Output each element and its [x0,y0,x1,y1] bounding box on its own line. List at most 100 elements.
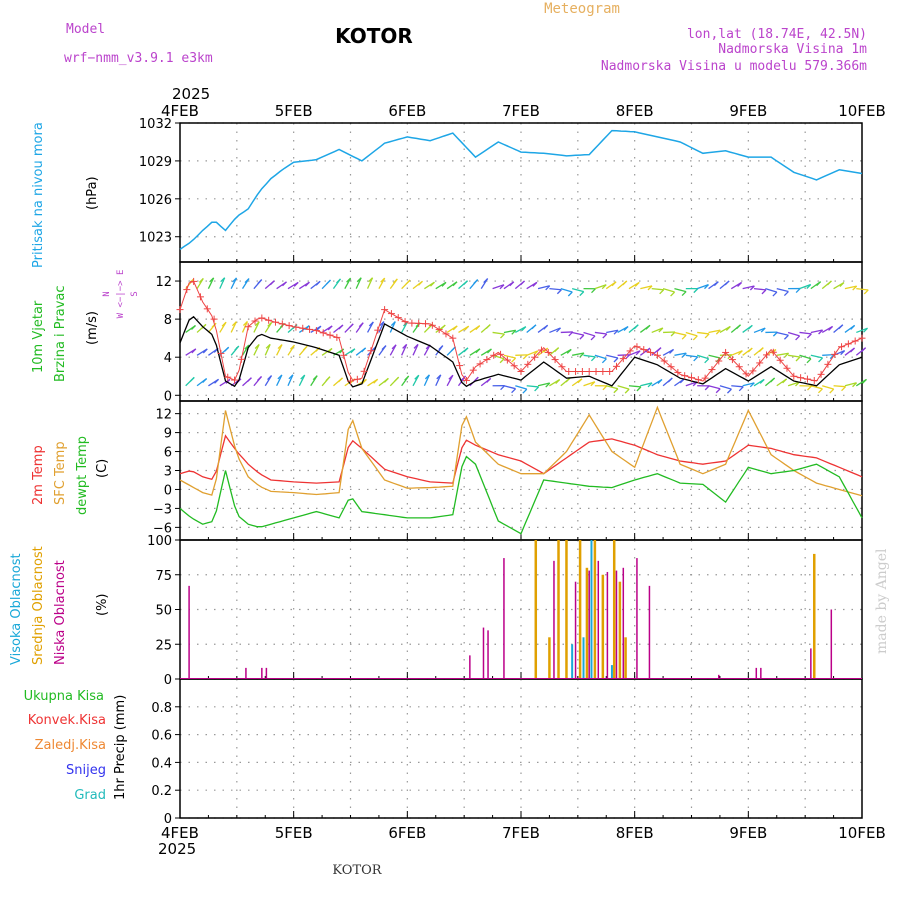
precip-legend-conv: Konvek.Kisa [28,713,106,728]
wind-barb [782,378,788,384]
wind-barb [244,344,250,350]
wind-barb [463,280,468,286]
wind-barb [452,325,458,331]
wind-barb [784,352,790,358]
cloud-mid-bar [548,637,551,679]
cloud-mid-bar [813,553,816,679]
wind-barb [850,347,855,353]
y-tick-label: 3 [164,465,172,480]
wind-barb [492,354,505,360]
wind-barb [232,277,237,283]
y-tick-label: 0.6 [151,729,172,744]
y-tick-label: 0 [164,389,172,404]
wind-barb [856,288,869,291]
wind-barb [640,382,653,387]
wind-barb [532,281,538,287]
wind-barb [276,374,283,387]
y-tick-label: 12 [155,275,172,290]
wind-barb [738,386,744,392]
wind-barb [783,334,789,340]
panel-wind: 0 4 8 12 [155,261,863,404]
wind-barb [499,358,505,364]
wind-barb [485,324,491,330]
cloud-low-bar [188,585,190,679]
wind-barb [844,382,857,387]
wind-barb [526,350,539,356]
y-tick-label: 0 [164,812,172,827]
x-axis-bottom: 4FEB 5FEB 6FEB 7FEB 8FEB 9FEB 10FEB [161,824,886,842]
wind-barb [818,357,824,363]
wind-barb [473,279,479,285]
wind-barb [606,329,619,334]
y-tick-label: 1023 [139,231,172,246]
wind-barb [817,388,823,394]
wind-barb [336,278,341,284]
cloud-legend-high: Visoka Oblacnost [9,553,24,665]
wind-barb [492,284,505,290]
y-tick-label: 12 [155,408,172,423]
wind-barb [852,285,858,291]
wind-barb [634,281,640,287]
cloud-mid-bar [565,540,568,679]
wind-barb [242,321,248,326]
wind-barb [464,325,470,331]
wind-barb [613,357,619,363]
wind-barb [787,331,800,337]
wind-barb [379,321,385,327]
wind-barb [225,378,231,384]
wind-barb [219,277,226,289]
wind-barb [545,285,551,291]
wind-barb [503,385,516,390]
wind-barb [645,324,651,330]
wind-barb [594,331,607,335]
wind-barb [522,388,528,394]
cloud-low-bar [553,560,555,679]
wind-barb [568,331,574,337]
cloud-low-bar [760,667,762,679]
wind-barb [436,374,442,380]
wind-barb [828,325,834,331]
wind-barb [381,345,387,351]
wind-barb [810,354,823,359]
temp-legend-dewpt: dewpt Temp [75,436,90,515]
cloud-low-bar [648,585,651,679]
wind-barb [424,374,430,380]
wind-barb [841,386,847,392]
wind-barb [788,354,801,358]
x-tick-top-label: 6FEB [388,102,426,120]
wind-barb [338,324,344,330]
cloud-low-bar [487,630,489,679]
wind-barb [818,329,824,335]
panel-precipitation: 0 0.2 0.4 0.6 0.8 [151,678,863,827]
wind-barb [414,374,420,380]
wind-barb [515,385,528,390]
wind-barb [537,382,550,387]
x-tick-top-label: 4FEB [161,102,199,120]
cloud-low-bar [503,558,505,679]
wind-barb [685,354,698,358]
model-name: wrf−nmm_v3.9.1 e3km [64,51,213,66]
wind-barb [590,381,596,387]
y-tick-label: 50 [155,604,172,619]
wind-barb [221,321,227,327]
precip-legend-grad: Grad [74,788,106,803]
wind-barb [704,333,710,339]
cloud-low-bar [755,667,758,679]
wind-barb [806,333,812,339]
wind-barb [435,374,442,387]
wind-barb [863,327,868,333]
wind-barb [704,284,709,290]
wind-title: 10m Vjetar [31,300,46,373]
wind-barb [509,281,515,287]
temp-ylabel: (C) [95,459,110,478]
cloud-low-bar [615,570,618,679]
wind-barb [418,280,423,286]
wind-barb [264,344,271,356]
wind-barb [736,324,741,330]
y-tick-label: −3 [153,502,172,517]
temp-sfc-line [179,405,863,497]
wind-barb [670,291,676,297]
wind-barb [659,289,665,295]
y-tick-label: 8 [164,313,172,328]
